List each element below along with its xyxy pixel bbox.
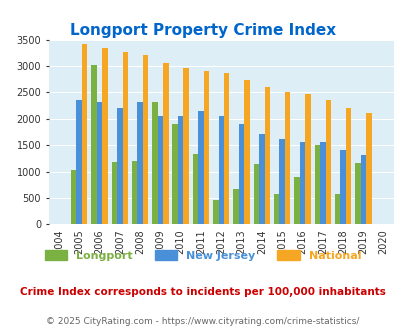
Legend: Longport, New Jersey, National: Longport, New Jersey, National <box>40 246 364 265</box>
Bar <box>319 142 325 224</box>
Bar <box>198 111 203 224</box>
Bar <box>96 102 102 224</box>
Bar <box>172 124 177 224</box>
Bar <box>305 94 310 224</box>
Bar <box>203 71 209 224</box>
Bar <box>345 108 350 224</box>
Bar <box>334 194 339 224</box>
Bar <box>253 164 258 224</box>
Bar <box>192 154 198 224</box>
Bar <box>71 170 76 224</box>
Text: Crime Index corresponds to incidents per 100,000 inhabitants: Crime Index corresponds to incidents per… <box>20 287 385 297</box>
Bar <box>279 139 284 224</box>
Text: Longport Property Crime Index: Longport Property Crime Index <box>70 23 335 38</box>
Bar <box>325 100 330 224</box>
Bar <box>132 161 137 224</box>
Bar <box>244 80 249 224</box>
Bar <box>224 73 229 224</box>
Bar <box>163 63 168 224</box>
Bar <box>360 155 365 224</box>
Bar <box>264 87 269 224</box>
Bar <box>284 92 290 224</box>
Bar <box>339 150 345 224</box>
Bar <box>177 115 183 224</box>
Bar <box>258 134 264 224</box>
Bar <box>238 124 244 224</box>
Text: © 2025 CityRating.com - https://www.cityrating.com/crime-statistics/: © 2025 CityRating.com - https://www.city… <box>46 317 359 326</box>
Bar <box>143 55 148 224</box>
Bar <box>137 102 143 224</box>
Bar <box>111 162 117 224</box>
Bar <box>82 44 87 224</box>
Bar <box>354 163 360 224</box>
Bar <box>314 145 319 224</box>
Bar <box>117 108 122 224</box>
Bar <box>299 142 305 224</box>
Bar <box>273 194 279 224</box>
Bar <box>233 189 238 224</box>
Bar <box>218 116 224 224</box>
Bar <box>102 48 107 224</box>
Bar <box>157 115 163 224</box>
Bar <box>91 65 96 224</box>
Bar <box>122 52 128 224</box>
Bar <box>213 200 218 224</box>
Bar <box>152 102 157 224</box>
Bar <box>294 177 299 224</box>
Bar <box>183 68 188 224</box>
Bar <box>365 113 371 224</box>
Bar <box>76 100 82 224</box>
